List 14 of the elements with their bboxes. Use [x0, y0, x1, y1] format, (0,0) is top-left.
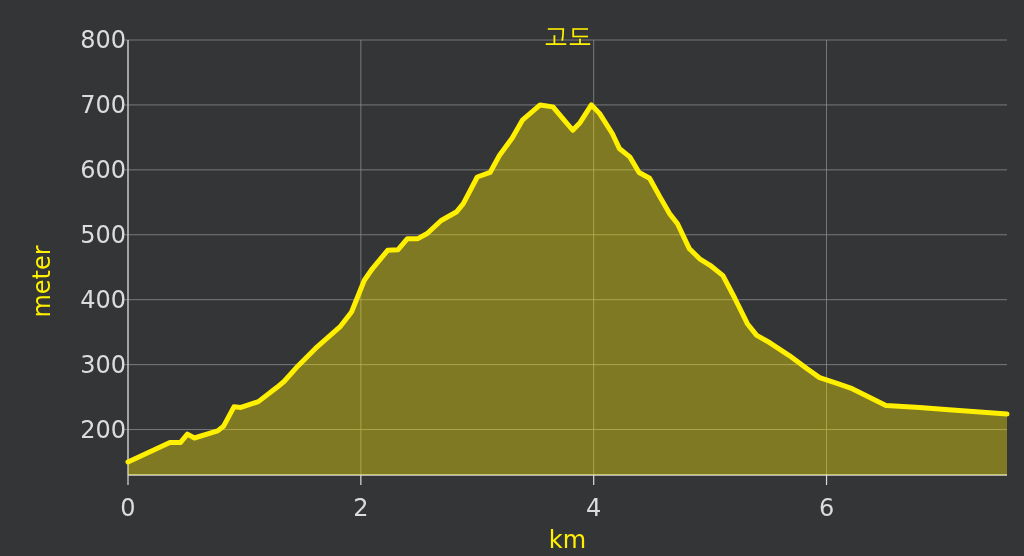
x-axis-title: km — [548, 526, 587, 554]
x-tick-label: 0 — [120, 494, 136, 522]
y-tick-label: 200 — [80, 415, 126, 444]
y-axis-title: meter — [28, 245, 56, 318]
y-tick-label: 500 — [80, 220, 126, 249]
y-tick-label: 800 — [80, 26, 126, 54]
chart-title: 고도 — [543, 22, 592, 50]
y-tick-label: 700 — [80, 90, 126, 119]
x-tick-label: 2 — [353, 494, 369, 522]
x-tick-label: 6 — [818, 494, 835, 522]
y-tick-label: 600 — [80, 155, 126, 184]
x-tick-label: 4 — [586, 494, 602, 522]
y-tick-label: 300 — [80, 350, 126, 379]
y-tick-label: 400 — [80, 285, 126, 314]
